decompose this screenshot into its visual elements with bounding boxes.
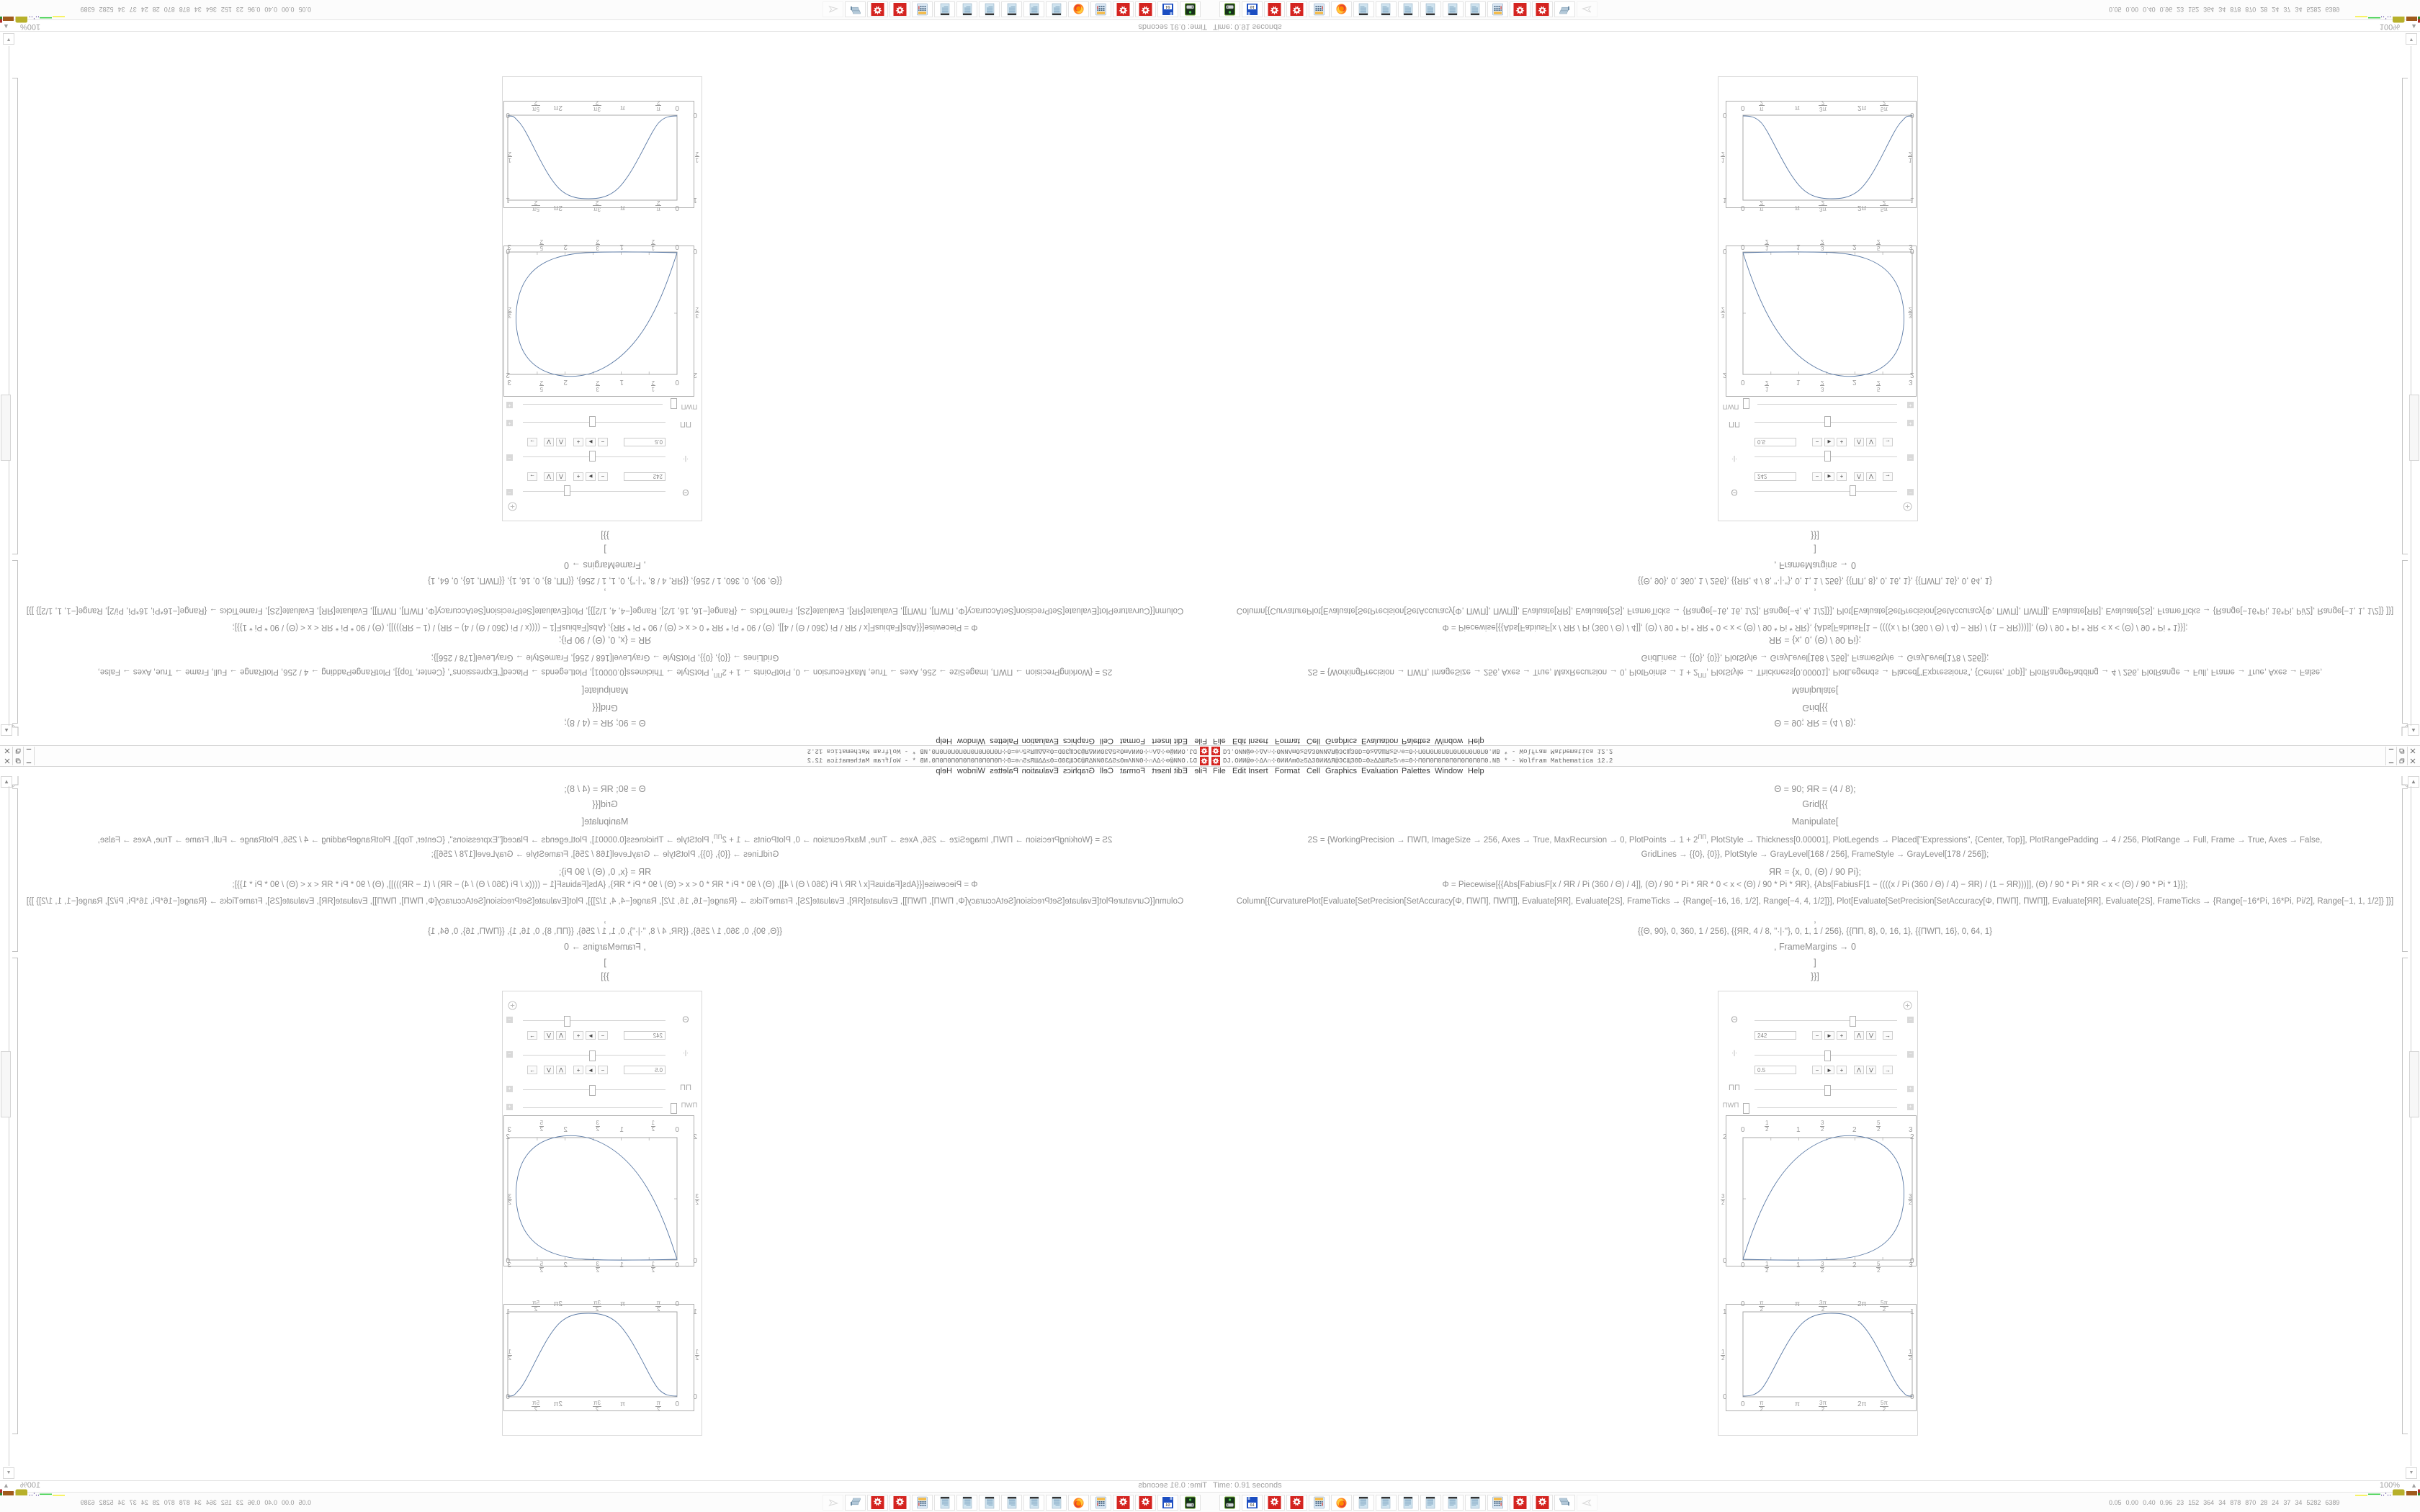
svg-text:64: 64 (1165, 4, 1170, 9)
svg-text:64: 64 (1250, 4, 1254, 9)
svg-text:64: 64 (1250, 1503, 1254, 1508)
svg-text:64: 64 (1165, 1503, 1170, 1508)
